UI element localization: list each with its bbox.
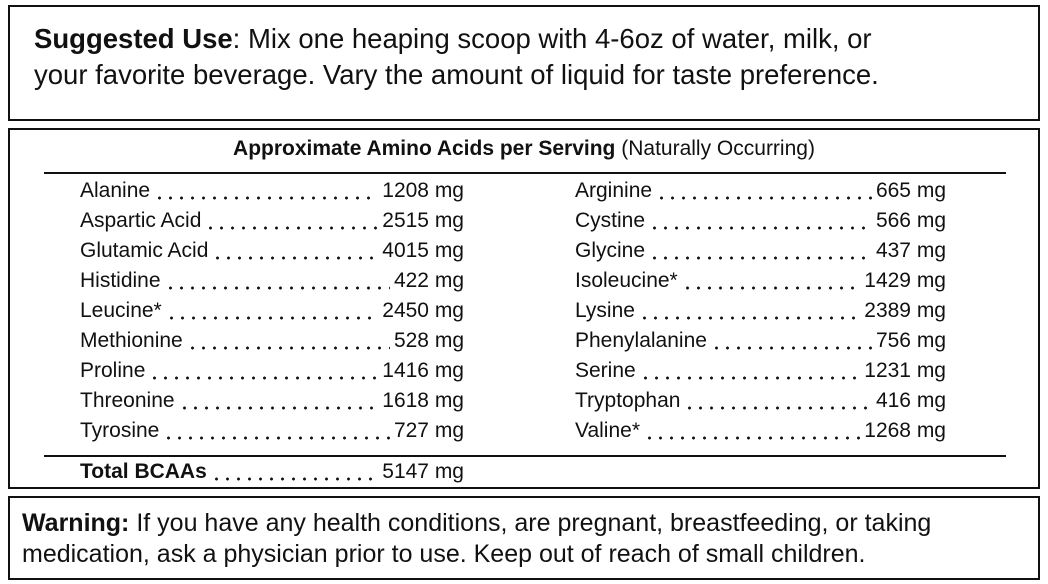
amino-amount: 566 mg	[875, 209, 946, 232]
amino-amount: 1231 mg	[864, 359, 946, 382]
leader-dots	[154, 176, 379, 206]
leader-dots	[212, 236, 379, 266]
amino-name: Histidine	[80, 269, 161, 292]
amino-name: Tryptophan	[575, 389, 681, 412]
amino-name: Valine*	[575, 419, 640, 442]
leader-dots	[649, 206, 872, 236]
leader-dots	[638, 296, 861, 326]
amino-amount: 727 mg	[393, 419, 464, 442]
amino-row: Glutamic Acid 4015 mg	[80, 236, 464, 266]
amino-name: Isoleucine*	[575, 269, 678, 292]
leader-dots	[210, 457, 379, 487]
amino-row: Serine 1231 mg	[575, 356, 946, 386]
leader-dots	[644, 416, 861, 446]
amino-row: Isoleucine* 1429 mg	[575, 266, 946, 296]
table-title: Approximate Amino Acids per Serving	[233, 137, 616, 160]
amino-acid-box: Approximate Amino Acids per Serving (Nat…	[8, 128, 1040, 489]
text: If you have any health conditions, are p…	[129, 509, 932, 537]
suggested-use-box: Suggested Use: Mix one heaping scoop wit…	[8, 5, 1040, 121]
total-rule	[44, 455, 1006, 457]
amino-row: Proline 1416 mg	[80, 356, 464, 386]
amino-row: Glycine 437 mg	[575, 236, 946, 266]
amino-name: Leucine*	[80, 299, 162, 322]
amino-amount: 665 mg	[875, 179, 946, 202]
leader-dots	[684, 386, 872, 416]
amino-row: Arginine 665 mg	[575, 176, 946, 206]
amino-name: Aspartic Acid	[80, 209, 202, 232]
amino-row: Lysine 2389 mg	[575, 296, 946, 326]
amino-amount: 4015 mg	[382, 239, 464, 262]
leader-dots	[710, 326, 872, 356]
amino-amount: 1208 mg	[382, 179, 464, 202]
table-header: Approximate Amino Acids per Serving (Nat…	[10, 137, 1038, 161]
amino-amount: 1618 mg	[382, 389, 464, 412]
amino-amount: 756 mg	[875, 329, 946, 352]
amino-amount: 528 mg	[393, 329, 464, 352]
amino-amount: 5147 mg	[382, 460, 464, 483]
leader-dots	[164, 266, 390, 296]
amino-name: Threonine	[80, 389, 175, 412]
leader-dots	[178, 386, 379, 416]
leader-dots	[149, 356, 379, 386]
amino-row: Tryptophan 416 mg	[575, 386, 946, 416]
text-line: Suggested Use: Mix one heaping scoop wit…	[34, 21, 1038, 57]
amino-row: Histidine 422 mg	[80, 266, 464, 296]
amino-name: Cystine	[575, 209, 646, 232]
amino-amount: 437 mg	[875, 239, 946, 262]
warning-box: Warning: If you have any health conditio…	[8, 496, 1040, 580]
header-rule	[44, 172, 1006, 174]
leader-dots	[656, 176, 872, 206]
amino-name: Methionine	[80, 329, 183, 352]
leader-dots	[205, 206, 379, 236]
label: Warning:	[22, 509, 130, 537]
text: : Mix one heaping scoop with 4-6oz of wa…	[232, 23, 872, 54]
leader-dots	[639, 356, 861, 386]
amino-name: Glycine	[575, 239, 646, 262]
leader-dots	[165, 296, 379, 326]
table-subtitle: (Naturally Occurring)	[621, 137, 815, 160]
leader-dots	[681, 266, 861, 296]
leader-dots	[163, 416, 390, 446]
amino-row: Valine* 1268 mg	[575, 416, 946, 446]
text-line: Warning: If you have any health conditio…	[22, 508, 1038, 539]
amino-amount: 416 mg	[875, 389, 946, 412]
leader-dots	[649, 236, 872, 266]
amino-amount: 1416 mg	[382, 359, 464, 382]
amino-name: Proline	[80, 359, 146, 382]
amino-row: Alanine 1208 mg	[80, 176, 464, 206]
amino-row: Tyrosine 727 mg	[80, 416, 464, 446]
amino-amount: 1429 mg	[864, 269, 946, 292]
label: Suggested Use	[34, 23, 233, 54]
amino-row: Leucine* 2450 mg	[80, 296, 464, 326]
amino-name: Arginine	[575, 179, 653, 202]
amino-amount: 422 mg	[393, 269, 464, 292]
amino-row: Phenylalanine 756 mg	[575, 326, 946, 356]
amino-amount: 1268 mg	[864, 419, 946, 442]
amino-row: Total BCAAs 5147 mg	[80, 457, 464, 487]
amino-amount: 2515 mg	[382, 209, 464, 232]
amino-amount: 2450 mg	[382, 299, 464, 322]
amino-row: Methionine 528 mg	[80, 326, 464, 356]
amino-name: Lysine	[575, 299, 635, 322]
text-line: your favorite beverage. Vary the amount …	[34, 59, 879, 90]
amino-name: Glutamic Acid	[80, 239, 209, 262]
amino-name: Phenylalanine	[575, 329, 707, 352]
amino-row: Cystine 566 mg	[575, 206, 946, 236]
amino-row: Aspartic Acid 2515 mg	[80, 206, 464, 236]
amino-amount: 2389 mg	[864, 299, 946, 322]
amino-name: Serine	[575, 359, 636, 382]
amino-name: Total BCAAs	[80, 460, 207, 483]
amino-name: Tyrosine	[80, 419, 160, 442]
amino-row: Threonine 1618 mg	[80, 386, 464, 416]
leader-dots	[186, 326, 390, 356]
amino-name: Alanine	[80, 179, 151, 202]
text-line: medication, ask a physician prior to use…	[22, 540, 866, 568]
